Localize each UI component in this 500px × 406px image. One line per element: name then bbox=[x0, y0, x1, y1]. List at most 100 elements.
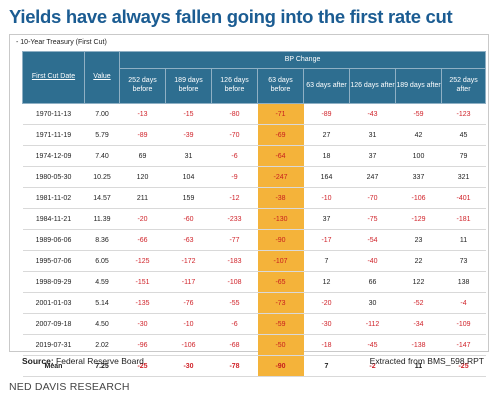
cell-bp-change: -106 bbox=[395, 187, 442, 209]
cell-bp-change: -6 bbox=[211, 313, 258, 335]
cell-bp-change: 120 bbox=[119, 166, 166, 188]
header-subrow: 252 days before 189 days before 126 days b… bbox=[23, 68, 487, 104]
header-first-cut-date: First Cut Date bbox=[22, 51, 85, 104]
cell-bp-change: -233 bbox=[211, 208, 258, 230]
cell-bp-change: -45 bbox=[349, 334, 396, 356]
cell-bp-change: -30 bbox=[303, 313, 350, 335]
cell-bp-change: -13 bbox=[119, 103, 166, 125]
table-body: 1970-11-13 7.00 -13 -15 -80 -71 -89 -43 -59 -123 1… bbox=[22, 103, 486, 377]
cell-bp-change: 138 bbox=[441, 271, 486, 293]
cell-bp-change: 27 bbox=[303, 124, 350, 146]
header-col-6: 189 days after bbox=[395, 68, 442, 104]
cell-bp-change: 37 bbox=[303, 208, 350, 230]
cell-date: Mean bbox=[22, 355, 85, 377]
cell-date: 1998-09-29 bbox=[22, 271, 85, 293]
cell-bp-change: 45 bbox=[441, 124, 486, 146]
cell-value: 14.57 bbox=[84, 187, 120, 209]
cell-bp-change: -12 bbox=[211, 187, 258, 209]
cell-bp-change: -30 bbox=[119, 313, 166, 335]
table-row: 1974-12-09 7.40 69 31 -6 -64 18 37 100 79 bbox=[22, 145, 486, 167]
source-note: Source: Federal Reserve Board bbox=[22, 356, 144, 366]
cell-value: 5.14 bbox=[84, 292, 120, 314]
cell-bp-change: 31 bbox=[349, 124, 396, 146]
header-bp-change: BP Change bbox=[118, 51, 487, 69]
cell-bp-change: -130 bbox=[257, 208, 304, 230]
cell-bp-change: -90 bbox=[257, 229, 304, 251]
cell-bp-change: -70 bbox=[211, 124, 258, 146]
cell-bp-change: -135 bbox=[119, 292, 166, 314]
cell-bp-change: -71 bbox=[257, 103, 304, 125]
cell-bp-change: -401 bbox=[441, 187, 486, 209]
cell-bp-change: -43 bbox=[349, 103, 396, 125]
cell-bp-change: -52 bbox=[395, 292, 442, 314]
cell-value: 11.39 bbox=[84, 208, 120, 230]
cell-bp-change: 69 bbox=[119, 145, 166, 167]
cell-bp-change: 159 bbox=[165, 187, 212, 209]
cell-bp-change: 11 bbox=[395, 355, 442, 377]
cell-bp-change: -25 bbox=[441, 355, 486, 377]
cell-bp-change: -151 bbox=[119, 271, 166, 293]
table-row: 1989-06-06 8.36 -66 -63 -77 -90 -17 -54 23 11 bbox=[22, 229, 486, 251]
source-text: Federal Reserve Board bbox=[56, 356, 144, 366]
cell-bp-change: -125 bbox=[119, 250, 166, 272]
cell-value: 10.25 bbox=[84, 166, 120, 188]
cell-bp-change: 11 bbox=[441, 229, 486, 251]
cell-bp-change: -18 bbox=[303, 334, 350, 356]
table-row: 1981-11-02 14.57 211 159 -12 -38 -10 -70 -106 -40… bbox=[22, 187, 486, 209]
cell-date: 1981-11-02 bbox=[22, 187, 85, 209]
cell-bp-change: -68 bbox=[211, 334, 258, 356]
extracted-note: Extracted from BMS_598.RPT bbox=[369, 356, 484, 366]
cell-bp-change: -30 bbox=[165, 355, 212, 377]
cell-bp-change: 23 bbox=[395, 229, 442, 251]
cell-bp-change: -2 bbox=[349, 355, 396, 377]
cell-bp-change: -129 bbox=[395, 208, 442, 230]
cell-bp-change: -73 bbox=[257, 292, 304, 314]
cell-bp-change: -117 bbox=[165, 271, 212, 293]
cell-bp-change: -80 bbox=[211, 103, 258, 125]
cell-bp-change: 73 bbox=[441, 250, 486, 272]
table-row: 2001-01-03 5.14 -135 -76 -55 -73 -20 30 -52 -4 bbox=[22, 292, 486, 314]
cell-value: 4.50 bbox=[84, 313, 120, 335]
cell-bp-change: -65 bbox=[257, 271, 304, 293]
cell-bp-change: 18 bbox=[303, 145, 350, 167]
cell-bp-change: -77 bbox=[211, 229, 258, 251]
cell-bp-change: -112 bbox=[349, 313, 396, 335]
cell-bp-change: -96 bbox=[119, 334, 166, 356]
cell-bp-change: -39 bbox=[165, 124, 212, 146]
cell-date: 1974-12-09 bbox=[22, 145, 85, 167]
header-col-0: 252 days before bbox=[119, 68, 166, 104]
cell-date: 1984-11-21 bbox=[22, 208, 85, 230]
cell-bp-change: -54 bbox=[349, 229, 396, 251]
cell-bp-change: -147 bbox=[441, 334, 486, 356]
cell-bp-change: -138 bbox=[395, 334, 442, 356]
cell-bp-change: -89 bbox=[119, 124, 166, 146]
cell-bp-change: -106 bbox=[165, 334, 212, 356]
cell-bp-change: -108 bbox=[211, 271, 258, 293]
cell-bp-change: -70 bbox=[349, 187, 396, 209]
cell-bp-change: -76 bbox=[165, 292, 212, 314]
cell-date: 1989-06-06 bbox=[22, 229, 85, 251]
cell-bp-change: 22 bbox=[395, 250, 442, 272]
cell-date: 1970-11-13 bbox=[22, 103, 85, 125]
cell-date: 2007-09-18 bbox=[22, 313, 85, 335]
cell-bp-change: 100 bbox=[395, 145, 442, 167]
cell-bp-change: -4 bbox=[441, 292, 486, 314]
cell-bp-change: 79 bbox=[441, 145, 486, 167]
header-col-3: 63 days before bbox=[257, 68, 304, 104]
cell-bp-change: -17 bbox=[303, 229, 350, 251]
cell-bp-change: -66 bbox=[119, 229, 166, 251]
cell-bp-change: -20 bbox=[303, 292, 350, 314]
header-value: Value bbox=[84, 51, 120, 104]
table-row: 1984-11-21 11.39 -20 -60 -233 -130 37 -75 -129 -1… bbox=[22, 208, 486, 230]
cell-bp-change: -15 bbox=[165, 103, 212, 125]
cell-bp-change: -50 bbox=[257, 334, 304, 356]
cell-value: 7.40 bbox=[84, 145, 120, 167]
cell-bp-change: 211 bbox=[119, 187, 166, 209]
cell-bp-change: 337 bbox=[395, 166, 442, 188]
cell-date: 1995-07-06 bbox=[22, 250, 85, 272]
cell-bp-change: 31 bbox=[165, 145, 212, 167]
source-label: Source: bbox=[22, 356, 54, 366]
cell-bp-change: -9 bbox=[211, 166, 258, 188]
bp-change-table: First Cut Date Value BP Change 252 days … bbox=[22, 51, 487, 377]
cell-bp-change: 247 bbox=[349, 166, 396, 188]
